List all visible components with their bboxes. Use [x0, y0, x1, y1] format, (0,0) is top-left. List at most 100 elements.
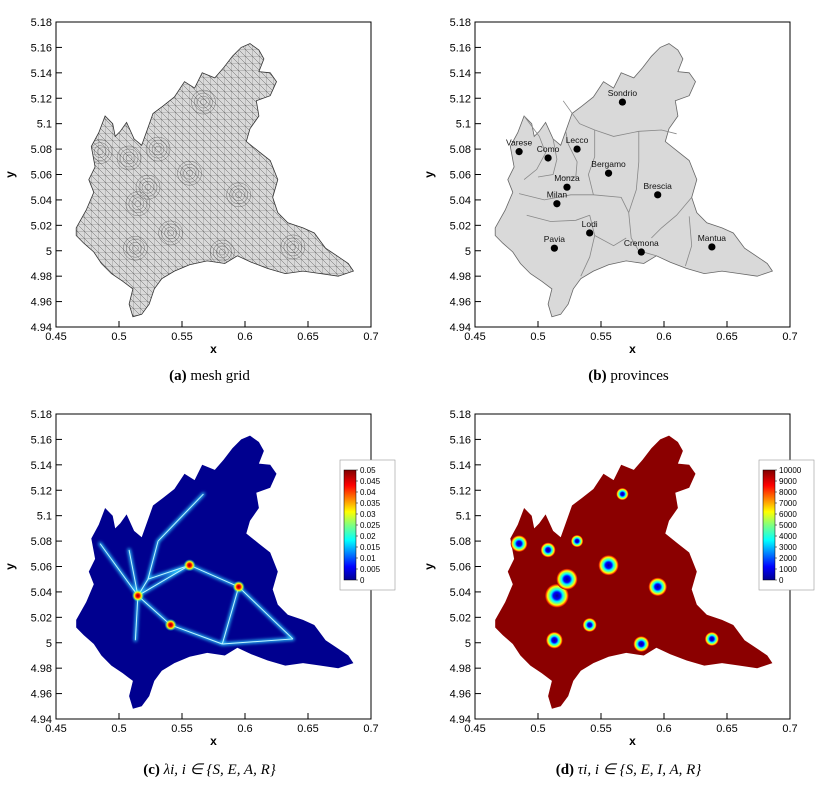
x-axis-label: x	[210, 342, 217, 356]
city-label: Pavia	[544, 234, 566, 244]
lambda-hotspot	[232, 580, 245, 593]
tau-well	[510, 535, 528, 553]
colorbar-label: 0.03	[360, 510, 376, 519]
city-label: Mantua	[698, 233, 727, 243]
province-border	[651, 197, 693, 239]
province-border	[628, 212, 657, 257]
y-axis-label: y	[3, 171, 17, 178]
colorbar-label: 0	[360, 576, 365, 585]
mesh-refinement	[148, 139, 168, 159]
x-tick-label: 0.45	[45, 723, 66, 735]
y-axis-label: y	[3, 563, 17, 570]
y-tick-label: 4.96	[31, 297, 52, 309]
city-label: Bergamo	[591, 159, 626, 169]
province-border	[562, 100, 677, 137]
caption-d: (d) τi, i ∈ {S, E, I, A, R}	[419, 760, 838, 779]
tau-well	[582, 617, 597, 633]
colorbar-label: 0.035	[360, 499, 381, 508]
x-tick-label: 0.65	[716, 331, 737, 343]
x-tick-label: 0.45	[45, 331, 66, 343]
y-tick-label: 5.04	[450, 195, 471, 207]
colorbar-label: 2000	[779, 554, 797, 563]
colorbar-label: 0.04	[360, 488, 376, 497]
provinces-plot: Sondrio Lecco Varese Como Bergamo Monza Bresci…	[422, 17, 798, 356]
colorbar-label: 3000	[779, 543, 797, 552]
y-tick-label: 5.02	[450, 612, 471, 624]
y-axis-label: y	[422, 563, 436, 570]
transport-link-core	[189, 564, 239, 588]
y-tick-label: 5.02	[31, 220, 52, 232]
colorbar-label: 0.05	[360, 466, 376, 475]
transport-link-core	[222, 638, 293, 645]
y-tick-label: 4.98	[450, 271, 471, 283]
x-tick-label: 0.55	[590, 331, 611, 343]
province-border	[580, 235, 596, 277]
transport-link-core	[170, 624, 223, 645]
province-border	[628, 131, 640, 213]
tau-well	[598, 555, 619, 576]
y-tick-label: 5.08	[31, 144, 52, 156]
colorbar-label: 1000	[779, 565, 797, 574]
y-tick-label: 5.08	[31, 536, 52, 548]
y-tick-label: 5	[465, 638, 471, 650]
mesh-refinement	[286, 240, 300, 254]
caption-a: (a) mesh grid	[0, 368, 419, 385]
city-marker	[544, 154, 552, 162]
x-tick-label: 0.5	[111, 331, 126, 343]
city-marker	[708, 243, 716, 251]
panel-a: 0.45 0.5 0.55 0.6 0.65 0.7 4.94 4.96 4.98 5 5.02 5.…	[0, 0, 419, 365]
region-tau	[495, 435, 773, 709]
y-tick-label: 5.06	[31, 562, 52, 574]
city-label: Milan	[547, 190, 568, 200]
panel-c: 0.45 0.5 0.55 0.6 0.65 0.7 4.94 4.96 4.98 5 5.02 5.…	[0, 392, 419, 757]
transport-link-core	[128, 549, 139, 596]
y-tick-label: 4.96	[31, 689, 52, 701]
mesh-refinement	[280, 234, 306, 260]
y-tick-label: 5.14	[450, 68, 471, 80]
mesh-refinement	[141, 181, 155, 194]
colorbar-label: 9000	[779, 477, 797, 486]
mesh-grid-plot: 0.45 0.5 0.55 0.6 0.65 0.7 4.94 4.96 4.98 5 5.02 5.…	[3, 17, 379, 356]
x-tick-label: 0.5	[111, 723, 126, 735]
mesh-refinement	[134, 200, 142, 207]
mesh-refinement	[158, 220, 183, 246]
mesh-refinement	[161, 223, 180, 243]
y-tick-label: 5.16	[31, 42, 52, 54]
y-tick-label: 5.02	[31, 612, 52, 624]
y-tick-label: 5.1	[456, 119, 471, 131]
colorbar-label: 0.045	[360, 477, 381, 486]
transport-link-core	[134, 595, 139, 641]
x-axis-label: x	[210, 734, 217, 748]
mesh-refinement	[144, 184, 152, 191]
mesh-refinement	[125, 154, 133, 162]
city-label: Cremona	[624, 238, 659, 248]
x-tick-label: 0.65	[297, 331, 318, 343]
y-tick-label: 5.16	[450, 434, 471, 446]
mesh-refinement	[235, 191, 242, 199]
y-tick-label: 5.18	[31, 17, 52, 29]
colorbar-label: 7000	[779, 499, 797, 508]
province-border	[589, 215, 627, 247]
mesh-refinement	[132, 245, 139, 252]
transport-link-core	[221, 586, 240, 645]
lambda-hotspot	[131, 589, 144, 602]
colorbar-label: 0.01	[360, 554, 376, 563]
province-border	[685, 216, 693, 267]
lambda-hotspot	[183, 559, 196, 572]
y-tick-label: 4.96	[450, 689, 471, 701]
mesh-refinement	[122, 151, 136, 165]
mesh-refinement	[119, 148, 139, 168]
province-border	[519, 193, 630, 213]
y-tick-label: 5.08	[450, 144, 471, 156]
caption-a-text: mesh grid	[190, 368, 250, 384]
x-tick-label: 0.6	[656, 331, 671, 343]
mesh-refinement	[135, 175, 161, 200]
province-border	[561, 131, 578, 178]
y-tick-label: 5.1	[37, 119, 52, 131]
mesh-refinement	[123, 236, 148, 261]
panel-d: 0.45 0.5 0.55 0.6 0.65 0.7 4.94 4.96 4.98 5 5.02 5.…	[419, 392, 838, 757]
y-tick-label: 5.14	[31, 460, 52, 472]
mesh-refinement	[116, 145, 142, 171]
caption-c: (c) λi, i ∈ {S, E, A, R}	[0, 760, 419, 779]
mesh-refinement	[194, 92, 213, 112]
